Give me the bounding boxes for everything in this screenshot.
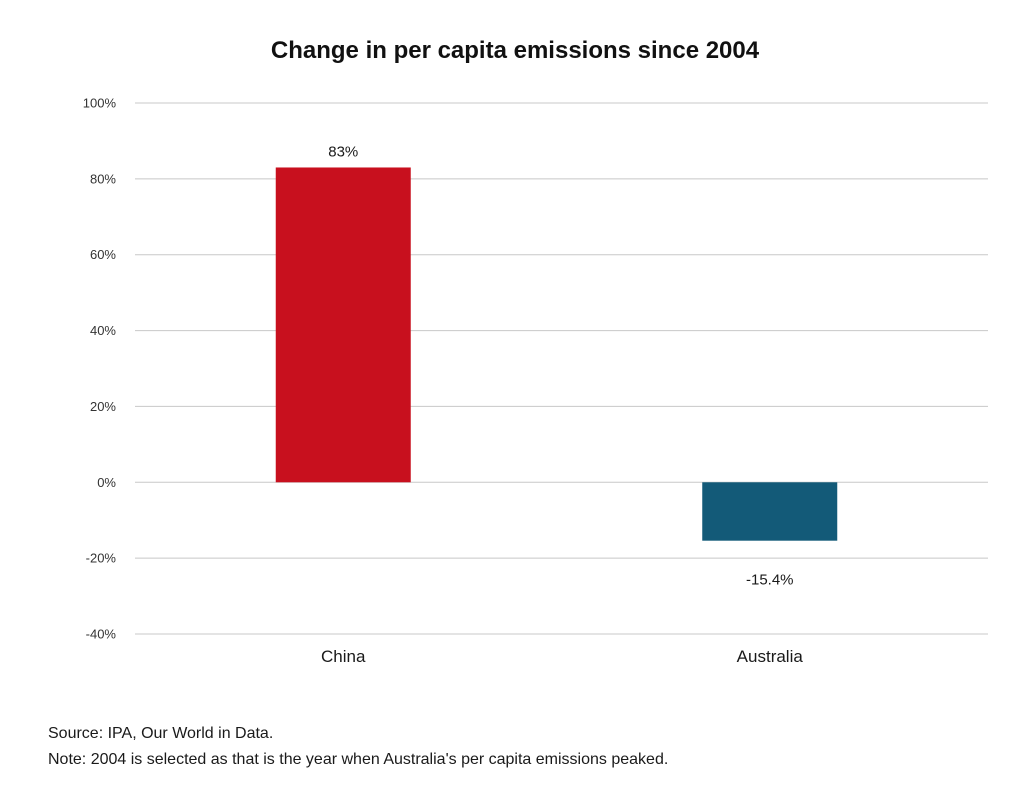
y-tick-label: 20% — [90, 399, 116, 414]
y-tick-label: 60% — [90, 247, 116, 262]
explanatory-note: Note: 2004 is selected as that is the ye… — [48, 751, 669, 768]
source-note: Source: IPA, Our World in Data. — [48, 725, 274, 742]
y-tick-label: 40% — [90, 323, 116, 338]
gridlines — [135, 102, 988, 635]
chart-title: Change in per capita emissions since 200… — [271, 37, 760, 64]
y-tick-label: 0% — [97, 475, 116, 490]
bars — [275, 167, 838, 541]
data-label-australia: -15.4% — [746, 572, 794, 589]
y-tick-label: -40% — [86, 627, 117, 642]
y-axis-tick-labels: 100% 80% 60% 40% 20% 0% -20% -40% — [83, 96, 117, 642]
category-label-china: China — [321, 647, 366, 666]
y-tick-label: 80% — [90, 171, 116, 186]
data-labels: 83% -15.4% — [328, 143, 793, 588]
category-label-australia: Australia — [737, 647, 804, 666]
bar-chart: Change in per capita emissions since 200… — [83, 37, 988, 666]
data-label-china: 83% — [328, 143, 358, 160]
bar-china — [275, 167, 411, 483]
x-axis-category-labels: China Australia — [321, 647, 803, 666]
chart-footer: Source: IPA, Our World in Data. Note: 20… — [48, 721, 668, 773]
y-tick-label: 100% — [83, 96, 117, 111]
bar-australia — [702, 482, 838, 541]
y-tick-label: -20% — [86, 551, 117, 566]
